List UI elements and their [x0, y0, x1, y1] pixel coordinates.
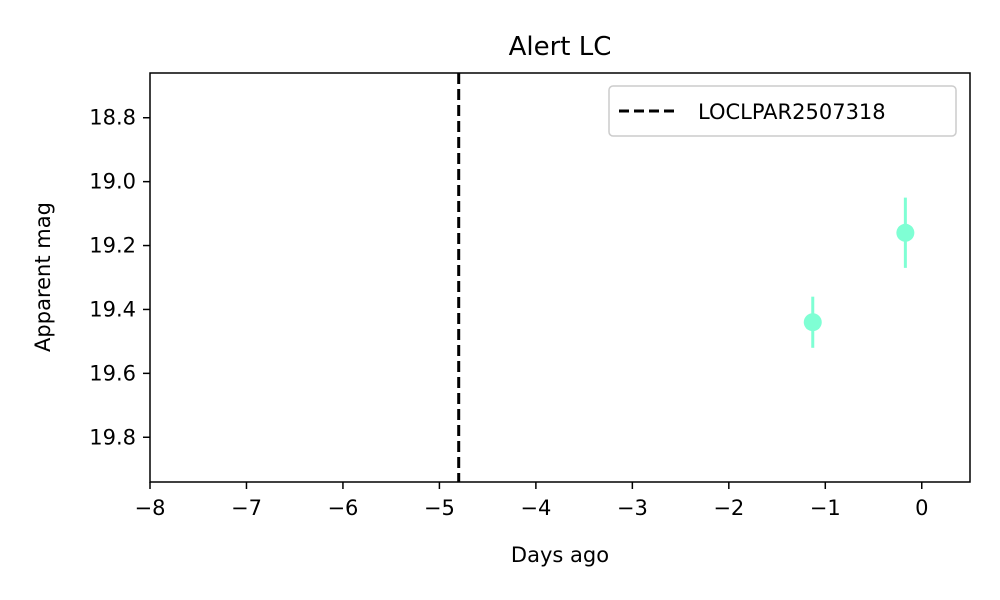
y-tick-label: 19.4 [89, 297, 136, 321]
x-tick-label: −5 [424, 496, 455, 520]
data-point [896, 223, 915, 242]
x-axis-ticks: −8 −7 −6 −5 −4 −3 −2 −1 0 [135, 482, 928, 520]
x-tick-label: −7 [231, 496, 262, 520]
legend-box [608, 85, 957, 137]
chart-title: Alert LC [509, 32, 612, 62]
plot-frame [149, 72, 971, 483]
y-tick-label: 19.2 [89, 234, 136, 258]
data-point [803, 313, 822, 332]
x-tick-label: −1 [810, 496, 841, 520]
y-tick-label: 19.6 [89, 361, 136, 385]
y-tick-label: 19.8 [89, 425, 136, 449]
x-tick-label: −8 [135, 496, 166, 520]
legend: LOCLPAR2507318 [608, 85, 957, 137]
y-tick-label: 19.0 [89, 170, 136, 194]
x-tick-label: −3 [617, 496, 648, 520]
x-tick-label: −2 [713, 496, 744, 520]
legend-label: LOCLPAR2507318 [698, 100, 886, 124]
y-axis-label: Apparent mag [31, 202, 55, 352]
x-axis-label: Days ago [511, 543, 609, 567]
plot-area [150, 73, 970, 482]
x-tick-label: −6 [327, 496, 358, 520]
y-axis-ticks: 18.8 19.0 19.2 19.4 19.6 19.8 [89, 106, 150, 449]
y-tick-label: 18.8 [89, 106, 136, 130]
x-tick-label: −4 [520, 496, 551, 520]
x-tick-label: 0 [915, 496, 928, 520]
data-layer [457, 73, 915, 482]
